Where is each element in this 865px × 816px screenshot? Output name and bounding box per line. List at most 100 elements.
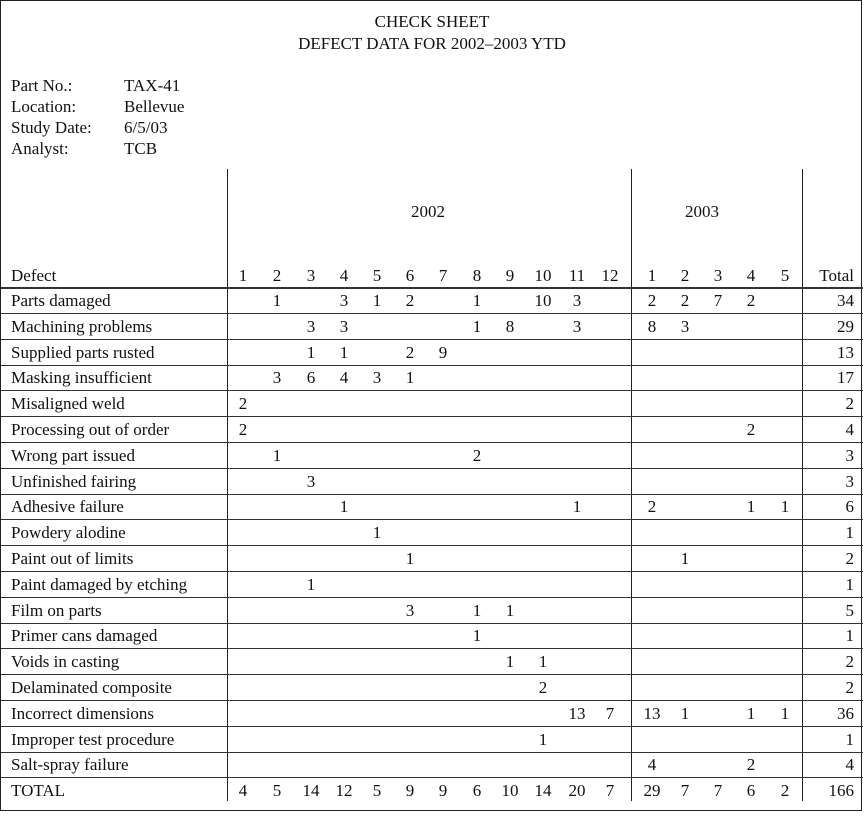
defect-label: Salt-spray failure [11,755,129,774]
count-cell: 1 [746,704,756,723]
divider-left [227,169,228,801]
count-cell: 2 [680,291,690,310]
count-cell: 1 [680,704,690,723]
meta-label: Location: [11,97,77,116]
defect-label: Primer cans damaged [11,626,158,645]
count-cell: 13 [643,704,661,723]
count-cell: 1 [538,652,548,671]
month-header-2002: 5 [372,266,382,285]
month-total-2002: 6 [472,781,482,800]
meta-value: 6/5/03 [124,118,168,137]
meta-value: Bellevue [124,97,185,116]
month-header-2002: 6 [405,266,415,285]
row-total: 3 [845,472,855,491]
count-cell: 1 [272,291,282,310]
count-cell: 1 [405,549,415,568]
month-total-2003: 7 [680,781,690,800]
meta-line: Analyst: TCB [11,138,157,159]
count-cell: 3 [272,368,282,387]
meta-label: Analyst: [11,139,69,158]
count-cell: 1 [472,317,482,336]
month-total-2003: 7 [713,781,723,800]
row-rule [1,597,863,598]
defect-label: Machining problems [11,317,153,336]
month-header-2002: 3 [306,266,316,285]
row-total: 29 [837,317,854,336]
month-header-2002: 7 [438,266,448,285]
count-cell: 13 [568,704,586,723]
defect-label: Misaligned weld [11,394,125,413]
row-rule [1,777,863,778]
month-header-2003: 3 [713,266,723,285]
row-total: 17 [837,368,854,387]
month-total-2002: 9 [438,781,448,800]
count-cell: 1 [472,291,482,310]
defect-label: Voids in casting [11,652,120,671]
defect-label: Adhesive failure [11,497,124,516]
count-cell: 10 [534,291,552,310]
count-cell: 2 [405,291,415,310]
count-cell: 3 [339,317,349,336]
count-cell: 3 [680,317,690,336]
row-total: 4 [845,420,855,439]
count-cell: 2 [746,291,756,310]
defect-label: Unfinished fairing [11,472,137,491]
count-cell: 3 [405,601,415,620]
count-cell: 1 [339,343,349,362]
page-title: CHECK SHEET [374,12,490,31]
meta-line: Study Date: 6/5/03 [11,117,167,138]
count-cell: 2 [746,420,756,439]
count-cell: 1 [472,626,482,645]
row-total: 36 [837,704,854,723]
count-cell: 3 [306,317,316,336]
row-total: 5 [845,601,855,620]
count-cell: 3 [339,291,349,310]
count-cell: 4 [339,368,349,387]
meta-label: Study Date: [11,118,92,137]
month-total-2003: 29 [643,781,661,800]
month-total-2002: 12 [335,781,353,800]
count-cell: 3 [572,291,582,310]
count-cell: 4 [647,755,657,774]
count-cell: 2 [238,394,248,413]
row-rule [1,545,863,546]
defect-label: Processing out of order [11,420,170,439]
meta-line: Location: Bellevue [11,96,184,117]
defect-label: Powdery alodine [11,523,126,542]
count-cell: 2 [647,497,657,516]
row-rule [1,519,863,520]
month-total-2003: 6 [746,781,756,800]
grand-total: 166 [828,781,855,800]
row-rule [1,339,863,340]
row-rule [1,648,863,649]
count-cell: 2 [647,291,657,310]
meta-line: Part No.: TAX-41 [11,75,180,96]
month-header-2003: 1 [647,266,657,285]
row-total: 6 [845,497,855,516]
month-header-2002: 4 [339,266,349,285]
row-rule [1,752,863,753]
month-header-2002: 10 [534,266,552,285]
count-cell: 1 [372,523,382,542]
count-cell: 1 [339,497,349,516]
month-total-2002: 14 [534,781,552,800]
defect-label: Wrong part issued [11,446,135,465]
defect-label: Film on parts [11,601,102,620]
row-rule [1,674,863,675]
defect-label: Delaminated composite [11,678,172,697]
month-header-2003: 2 [680,266,690,285]
count-cell: 2 [746,755,756,774]
row-total: 1 [845,575,855,594]
month-header-2003: 5 [780,266,790,285]
month-header-2002: 1 [238,266,248,285]
row-total: 1 [845,730,855,749]
month-header-2002: 2 [272,266,282,285]
count-cell: 1 [746,497,756,516]
count-cell: 8 [647,317,657,336]
total-row-label: TOTAL [11,781,66,800]
count-cell: 7 [713,291,723,310]
row-total: 4 [845,755,855,774]
month-total-2002: 14 [302,781,320,800]
month-total-2002: 5 [272,781,282,800]
